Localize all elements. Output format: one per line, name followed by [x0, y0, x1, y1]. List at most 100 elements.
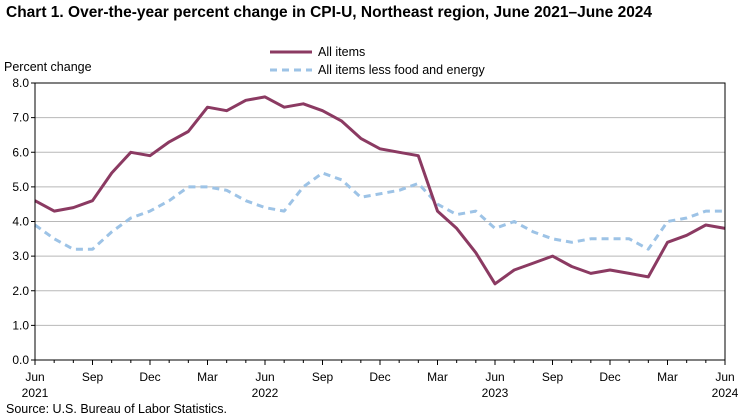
y-tick-label: 2.0	[12, 284, 29, 298]
data-point	[187, 185, 190, 188]
data-point	[570, 265, 573, 268]
x-tick-label: Sep	[82, 370, 104, 384]
data-point	[264, 95, 267, 98]
data-point	[283, 210, 286, 213]
data-point	[72, 206, 75, 209]
y-tick-label: 0.0	[12, 353, 29, 367]
y-axis: 0.0 1.0 2.0 3.0 4.0 5.0 6.0 7.0 8.0	[12, 76, 35, 367]
data-point	[494, 227, 497, 230]
data-point	[321, 109, 324, 112]
x-tick-label: Jun	[715, 370, 734, 384]
data-point	[244, 99, 247, 102]
data-point	[72, 248, 75, 251]
data-point	[417, 154, 420, 157]
series-all-items	[34, 95, 726, 286]
source-note: Source: U.S. Bureau of Labor Statistics.	[6, 402, 227, 416]
x-tick-label: Mar	[197, 370, 218, 384]
x-tick-label: Jun	[25, 370, 44, 384]
y-tick-label: 3.0	[12, 249, 29, 263]
y-tick-label: 8.0	[12, 76, 29, 90]
data-point	[628, 237, 631, 240]
data-point	[149, 154, 152, 157]
data-point	[609, 268, 612, 271]
data-point	[91, 248, 94, 251]
data-point	[321, 172, 324, 175]
series-lines	[34, 95, 726, 286]
data-point	[379, 147, 382, 150]
data-point	[244, 199, 247, 202]
data-point	[149, 210, 152, 213]
data-point	[628, 272, 631, 275]
x-tick-year-label: 2023	[482, 386, 509, 400]
data-point	[551, 255, 554, 258]
data-point	[589, 237, 592, 240]
data-point	[340, 178, 343, 181]
y-tick-label: 7.0	[12, 111, 29, 125]
data-point	[168, 199, 171, 202]
series-core	[34, 171, 725, 251]
data-point	[53, 237, 56, 240]
data-point	[474, 210, 477, 213]
data-point	[302, 102, 305, 105]
x-axis: Jun 2021 Sep Dec Mar Jun 2022 Sep Dec Mar Jun 2023 S…	[22, 360, 739, 400]
x-tick-year-label: 2024	[712, 386, 739, 400]
data-point	[474, 251, 477, 254]
data-point	[704, 210, 707, 213]
data-point	[532, 230, 535, 233]
x-tick-year-label: 2022	[252, 386, 279, 400]
data-point	[91, 199, 94, 202]
plot-area-border	[34, 82, 726, 361]
data-point	[110, 230, 113, 233]
data-point	[589, 272, 592, 275]
x-tick-label: Jun	[255, 370, 274, 384]
data-point	[168, 140, 171, 143]
data-point	[647, 248, 650, 251]
data-point	[494, 282, 497, 285]
chart-title: Chart 1. Over-the-year percent change in…	[6, 4, 653, 21]
data-point	[455, 227, 458, 230]
y-tick-label: 6.0	[12, 145, 29, 159]
data-point	[513, 268, 516, 271]
data-point	[513, 220, 516, 223]
data-point	[283, 106, 286, 109]
series-line	[34, 95, 726, 286]
data-point	[398, 151, 401, 154]
legend-label: All items less food and energy	[318, 63, 486, 77]
x-tick-label: Sep	[542, 370, 564, 384]
y-tick-label: 5.0	[12, 180, 29, 194]
data-point	[551, 237, 554, 240]
x-tick-label: Dec	[369, 370, 390, 384]
series-line	[34, 171, 725, 251]
data-point	[110, 172, 113, 175]
data-point	[264, 206, 267, 209]
legend: All items All items less food and energy	[270, 45, 486, 77]
data-point	[206, 185, 209, 188]
data-point	[436, 210, 439, 213]
data-point	[225, 109, 228, 112]
gridlines	[35, 117, 725, 326]
x-tick-label: Dec	[139, 370, 160, 384]
data-point	[666, 241, 669, 244]
x-tick-label: Dec	[599, 370, 620, 384]
data-point	[129, 151, 132, 154]
x-tick-year-label: 2021	[22, 386, 49, 400]
y-tick-label: 1.0	[12, 318, 29, 332]
data-point	[225, 189, 228, 192]
x-tick-label: Mar	[657, 370, 678, 384]
x-tick-label: Sep	[312, 370, 334, 384]
data-point	[53, 210, 56, 213]
data-point	[129, 217, 132, 220]
data-point	[704, 223, 707, 226]
y-tick-label: 4.0	[12, 215, 29, 229]
data-point	[187, 130, 190, 133]
data-point	[570, 241, 573, 244]
data-point	[647, 275, 650, 278]
data-point	[206, 106, 209, 109]
data-point	[302, 185, 305, 188]
data-point	[359, 137, 362, 140]
legend-label: All items	[318, 45, 365, 59]
data-point	[359, 196, 362, 199]
data-point	[532, 262, 535, 265]
data-point	[379, 192, 382, 195]
